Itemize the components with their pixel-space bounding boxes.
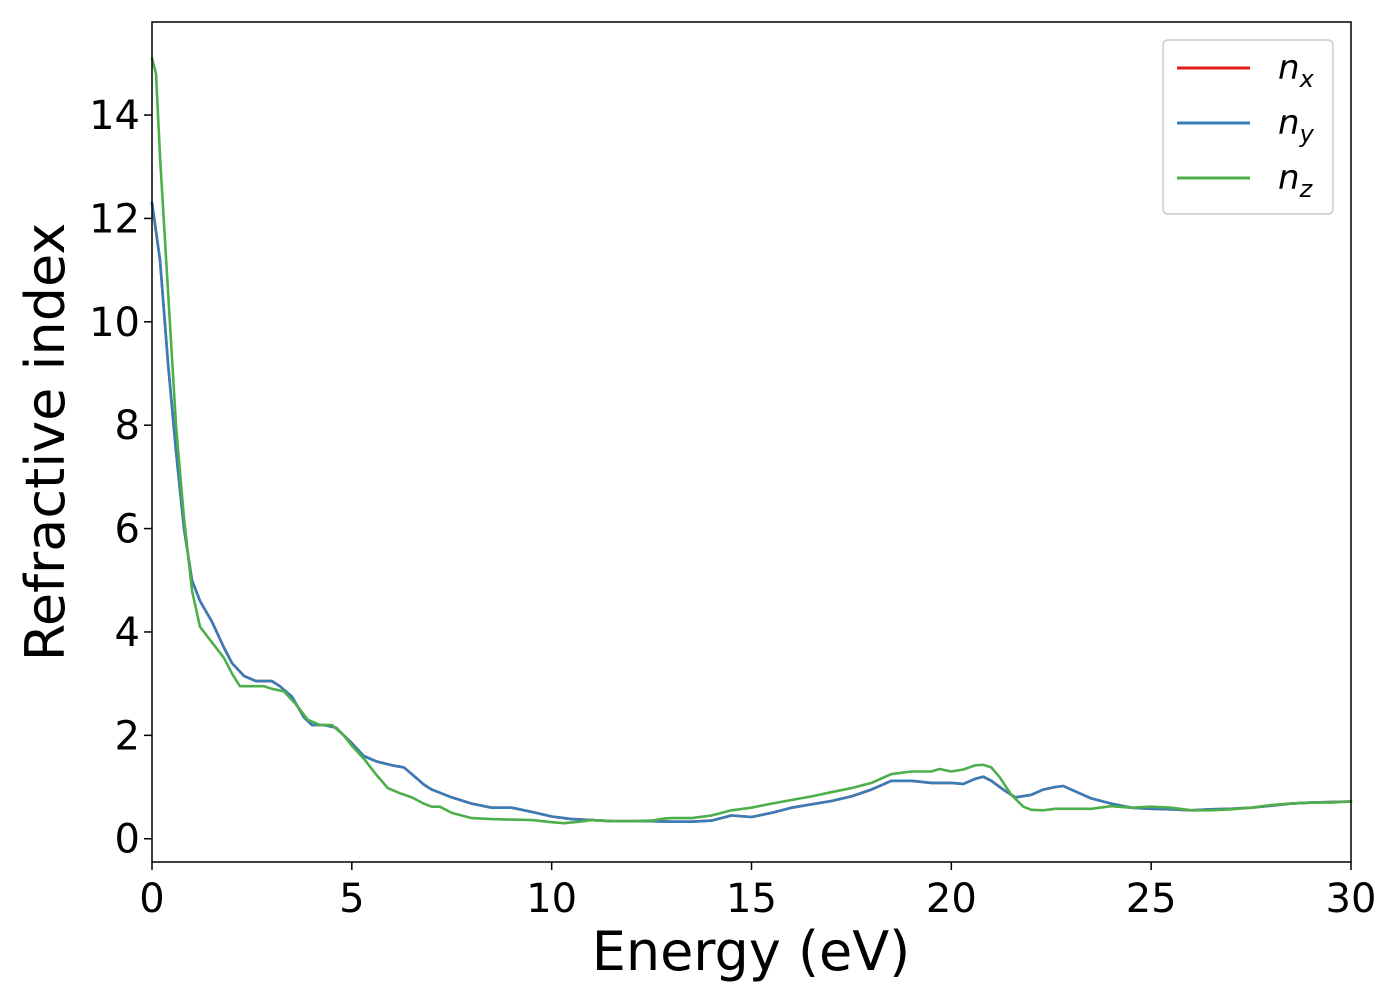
x-tick-label: 20 [926,876,977,922]
legend-label-n-z: nz [1278,158,1314,203]
x-axis-label: Energy (eV) [592,920,911,983]
y-tick-label: 2 [115,713,140,759]
series-line-n-z [150,56,1353,825]
y-axis-label: Refractive index [14,223,77,662]
legend-box [1162,39,1334,215]
y-tick-label: 6 [115,507,140,553]
x-axis-ticks: 0 5 10 15 20 25 30 [139,862,1376,922]
x-tick-label: 30 [1326,876,1377,922]
plot-frame [151,21,1352,863]
y-tick-label: 10 [89,300,140,346]
x-tick-label: 10 [526,876,577,922]
legend-label-n-y: ny [1278,103,1315,148]
y-tick-label: 8 [115,403,140,449]
y-tick-label: 0 [115,817,140,863]
series-line-n-x [150,201,1353,823]
y-tick-label: 4 [115,610,140,656]
series-lines [150,56,1353,825]
legend: nx ny nz [1162,39,1334,215]
y-axis-ticks: 0 2 4 6 8 10 12 14 [89,93,152,863]
y-tick-label: 14 [89,93,140,139]
series-line-n-y [150,201,1353,823]
legend-label-n-x: nx [1278,48,1315,93]
y-tick-label: 12 [89,196,140,242]
x-tick-label: 0 [139,876,164,922]
x-tick-label: 5 [339,876,364,922]
x-tick-label: 15 [726,876,777,922]
x-tick-label: 25 [1126,876,1177,922]
